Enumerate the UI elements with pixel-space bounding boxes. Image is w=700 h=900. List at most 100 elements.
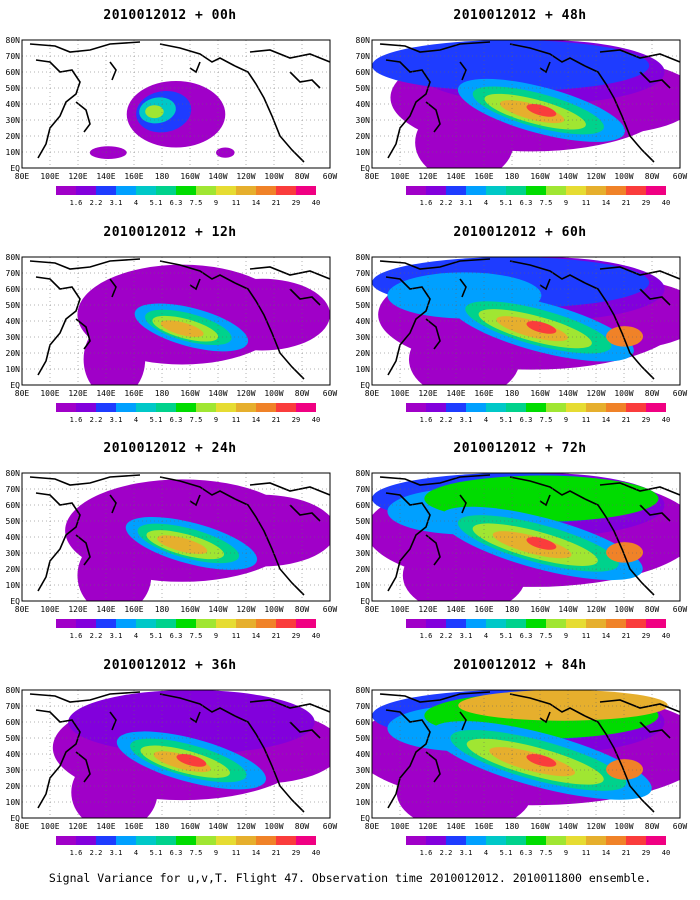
- colorbar-swatch: [56, 619, 76, 628]
- colorbar-swatch: [156, 836, 176, 845]
- lat-label: 40N: [356, 750, 371, 759]
- colorbar-swatch: [446, 619, 466, 628]
- colorbar-swatch: [506, 403, 526, 412]
- colorbar-label: 5.1: [500, 416, 513, 424]
- colorbar-label: 1.6: [420, 849, 433, 857]
- colorbar-swatch: [196, 403, 216, 412]
- colorbar-label: 4: [484, 632, 488, 640]
- lat-label: 20N: [356, 782, 371, 791]
- colorbar-swatch: [116, 836, 136, 845]
- lon-label: 80E: [365, 605, 380, 614]
- colorbar-swatch: [136, 836, 156, 845]
- lon-label: 60W: [673, 172, 688, 181]
- coastline: [35, 709, 81, 809]
- colorbar-label: 14: [602, 416, 610, 424]
- panel-48h: 2010012012 + 48h 80N 70N 60N 50N 40N 30N 20N 10…: [350, 8, 690, 226]
- coastline: [234, 65, 305, 163]
- coastline: [599, 482, 680, 496]
- colorbar-swatch: [406, 403, 426, 412]
- colorbar-swatch: [96, 186, 116, 195]
- colorbar-swatch: [56, 186, 76, 195]
- colorbar-swatch: [506, 619, 526, 628]
- coastline: [159, 476, 236, 500]
- lon-label: 120W: [236, 822, 255, 831]
- lon-label: 120E: [68, 605, 87, 614]
- lat-label: 60N: [6, 285, 21, 294]
- lon-label: 140E: [96, 822, 115, 831]
- colorbar-swatch: [96, 836, 116, 845]
- colorbar-label: 11: [232, 199, 240, 207]
- panel-84h: 2010012012 + 84h 80N 70N 60N 50N 40N 30N 20N 10…: [350, 658, 690, 876]
- colorbar-swatch: [406, 186, 426, 195]
- panel-title: 2010012012 + 12h: [103, 225, 237, 240]
- coastline: [459, 61, 467, 81]
- colorbar-label: 3.1: [460, 416, 473, 424]
- colorbar-label: 1.6: [70, 199, 83, 207]
- lon-label: 160E: [124, 172, 143, 181]
- colorbar-label: 7.5: [190, 632, 203, 640]
- lat-label: 10N: [356, 798, 371, 807]
- shaded-region: [526, 754, 557, 767]
- colorbar-label: 21: [622, 416, 630, 424]
- coastline: [75, 318, 91, 350]
- colorbar: 1.6 2.2 3.1 4 5.1 6.3 7.5 9 11 14 21 29 40: [56, 619, 320, 640]
- colorbar-swatch: [606, 186, 626, 195]
- lat-label: 30N: [356, 549, 371, 558]
- colorbar-label: 7.5: [540, 416, 553, 424]
- colorbar-swatch: [586, 619, 606, 628]
- lat-label: 60N: [6, 718, 21, 727]
- colorbar-label: 9: [564, 416, 568, 424]
- colorbar-swatch: [136, 619, 156, 628]
- colorbar-label: 29: [642, 416, 650, 424]
- panel-title: 2010012012 + 00h: [103, 8, 237, 23]
- colorbar-label: 1.6: [420, 199, 433, 207]
- colorbar-swatch: [606, 403, 626, 412]
- colorbar-swatch: [446, 186, 466, 195]
- coastline: [29, 41, 141, 53]
- lon-label: 120W: [586, 172, 605, 181]
- colorbar-label: 6.3: [520, 416, 533, 424]
- colorbar-label: 21: [272, 849, 280, 857]
- map-frame: [371, 472, 681, 602]
- colorbar-label: 9: [564, 199, 568, 207]
- lon-label: 160W: [530, 172, 549, 181]
- colorbar-label: 21: [272, 199, 280, 207]
- coastline: [29, 691, 141, 703]
- panel-36h: 2010012012 + 36h 80N 70N 60N 50N 40N 30N 20N 10…: [0, 658, 340, 876]
- coastline: [539, 278, 551, 291]
- lon-label: 180: [505, 172, 520, 181]
- colorbar-label: 3.1: [460, 849, 473, 857]
- coastline: [459, 278, 467, 298]
- colorbar-swatch: [276, 403, 296, 412]
- lon-label: 80E: [15, 605, 30, 614]
- lat-label: 50N: [6, 301, 21, 310]
- lon-label: 120W: [236, 389, 255, 398]
- lat-label: EQ: [360, 164, 370, 173]
- panel-title: 2010012012 + 36h: [103, 658, 237, 673]
- lon-label: 100W: [614, 172, 633, 181]
- colorbar-label: 3.1: [110, 632, 123, 640]
- coastline: [109, 61, 117, 81]
- lon-label: 140W: [208, 822, 227, 831]
- colorbar-label: 9: [214, 416, 218, 424]
- shaded-region: [216, 147, 235, 158]
- colorbar-label: 14: [602, 849, 610, 857]
- colorbar-label: 2.2: [440, 416, 453, 424]
- lat-label: EQ: [10, 597, 20, 606]
- lon-label: 100W: [614, 389, 633, 398]
- colorbar-label: 6.3: [170, 199, 183, 207]
- lat-label: EQ: [10, 164, 20, 173]
- panel-title: 2010012012 + 60h: [453, 225, 587, 240]
- colorbar-swatch: [646, 619, 666, 628]
- colorbar-label: 4: [134, 632, 138, 640]
- colorbar-swatch: [546, 186, 566, 195]
- lat-label: 20N: [356, 349, 371, 358]
- colorbar-label: 9: [214, 632, 218, 640]
- lat-label: 80N: [356, 36, 371, 45]
- lon-label: 140E: [96, 172, 115, 181]
- lon-label: 160W: [530, 389, 549, 398]
- lon-label: 160E: [474, 389, 493, 398]
